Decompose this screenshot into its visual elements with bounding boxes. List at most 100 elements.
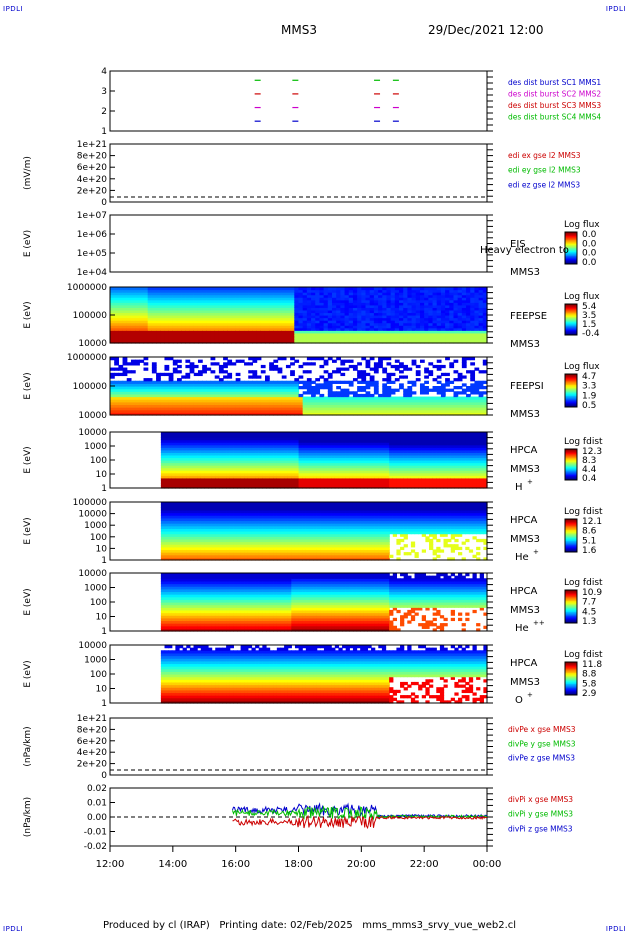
spectrogram-cell <box>258 470 263 474</box>
spectrogram-cell <box>419 337 425 342</box>
spectrogram-cell <box>320 475 325 479</box>
spectrogram-cell <box>135 335 140 339</box>
spectrogram-cell <box>287 465 292 469</box>
spectrogram-cell <box>284 434 289 438</box>
spectrogram-cell <box>302 485 307 489</box>
spectrogram-cell <box>110 327 115 331</box>
spectrogram-cell <box>352 299 358 303</box>
spectrogram-cell <box>258 477 263 481</box>
spectrogram-cell <box>252 412 258 416</box>
spectrogram-cell <box>211 482 216 487</box>
spectrogram-cell <box>197 372 203 377</box>
spectrogram-cell <box>156 404 161 408</box>
spectrogram-cell <box>382 388 388 392</box>
spectrogram-cell <box>348 409 354 413</box>
spectrogram-cell <box>255 465 260 469</box>
spectrogram-cell <box>382 370 388 374</box>
spectrogram-cell <box>139 287 145 291</box>
spectrogram-cell <box>348 317 354 321</box>
spectrogram-cell <box>313 470 318 474</box>
spectrogram-cell <box>171 444 176 448</box>
spectrogram-cell <box>332 359 337 363</box>
spectrogram-cell <box>215 470 220 474</box>
spectrogram-cell <box>316 477 321 481</box>
colorbar-cell <box>565 254 577 257</box>
spectrogram-cell <box>168 327 174 331</box>
spectrogram-cell <box>222 462 227 466</box>
spectrogram-cell <box>168 297 174 301</box>
spectrogram-cell <box>276 472 282 476</box>
spectrogram-cell <box>202 412 207 416</box>
spectrogram-cell <box>214 302 220 306</box>
spectrogram-cell <box>262 485 267 489</box>
spectrogram-cell <box>284 470 289 474</box>
spectrogram-cell <box>197 289 203 293</box>
spectrogram-cell <box>223 357 228 361</box>
spectrogram-cell <box>327 388 333 392</box>
spectrogram-cell <box>319 396 325 400</box>
spectrogram-cell <box>227 312 233 316</box>
spectrogram-cell <box>419 315 425 319</box>
spectrogram-cell <box>273 315 279 319</box>
spectrogram-cell <box>258 449 263 453</box>
spectrogram-cell <box>348 289 354 293</box>
spectrogram-cell <box>344 409 350 413</box>
spectrogram-cell <box>215 432 220 436</box>
spectrogram-cell <box>352 367 358 371</box>
spectrogram-cell <box>206 327 212 331</box>
spectrogram-cell <box>419 327 425 331</box>
spectrogram-cell <box>378 332 383 336</box>
spectrogram-cell <box>419 292 425 296</box>
spectrogram-cell <box>436 289 442 293</box>
spectrogram-cell <box>319 401 325 406</box>
colorbar-tick-label: 0.0 <box>582 258 597 268</box>
spectrogram-cell <box>273 337 279 342</box>
spectrogram-cell <box>143 380 149 384</box>
spectrogram-cell <box>344 380 350 384</box>
spectrogram-cell <box>160 475 166 479</box>
spectrogram-cell <box>114 289 119 293</box>
spectrogram-cell <box>235 359 241 363</box>
spectrogram-cell <box>281 294 287 298</box>
colorbar-cell <box>565 258 577 261</box>
spectrogram-cell <box>277 302 283 306</box>
spectrogram-cell <box>445 320 450 324</box>
spectrogram-cell <box>189 454 195 459</box>
spectrogram-cell <box>478 383 484 387</box>
spectrogram-cell <box>449 289 455 293</box>
spectrogram-cell <box>181 412 186 416</box>
spectrogram-cell <box>390 322 396 326</box>
spectrogram-cell <box>215 452 220 456</box>
spectrogram-cell <box>218 289 224 293</box>
spectrogram-cell <box>181 297 186 301</box>
spectrogram-cell <box>273 388 279 392</box>
spectrogram-cell <box>273 472 278 476</box>
spectrogram-cell <box>340 367 346 371</box>
spectrogram-cell <box>277 367 283 371</box>
spectrogram-cell <box>130 304 136 308</box>
spectrogram-cell <box>269 396 274 400</box>
spectrogram-cell <box>200 470 205 474</box>
spectrogram-cell <box>290 407 295 411</box>
spectrogram-cell <box>327 372 333 377</box>
spectrogram-cell <box>193 309 199 314</box>
spectrogram-cell <box>231 383 237 387</box>
spectrogram-cell <box>424 380 429 384</box>
spectrogram-cell <box>466 299 471 303</box>
spectrogram-cell <box>139 312 145 316</box>
spectrogram-cell <box>223 404 228 408</box>
spectrogram-cell <box>390 317 396 321</box>
spectrogram-cell <box>315 294 321 298</box>
spectrogram-cell <box>118 337 124 342</box>
spectrogram-cell <box>156 315 161 319</box>
spectrogram-cell <box>235 407 241 411</box>
spectrogram-cell <box>193 407 199 411</box>
spectrogram-cell <box>290 396 295 400</box>
spectrogram-cell <box>365 330 371 334</box>
spectrogram-cell <box>302 325 308 329</box>
spectrogram-cell <box>222 475 227 479</box>
spectrogram-cell <box>160 409 166 413</box>
spectrogram-cell <box>386 409 392 413</box>
spectrogram-cell <box>172 337 178 342</box>
spectrogram-cell <box>344 401 350 406</box>
